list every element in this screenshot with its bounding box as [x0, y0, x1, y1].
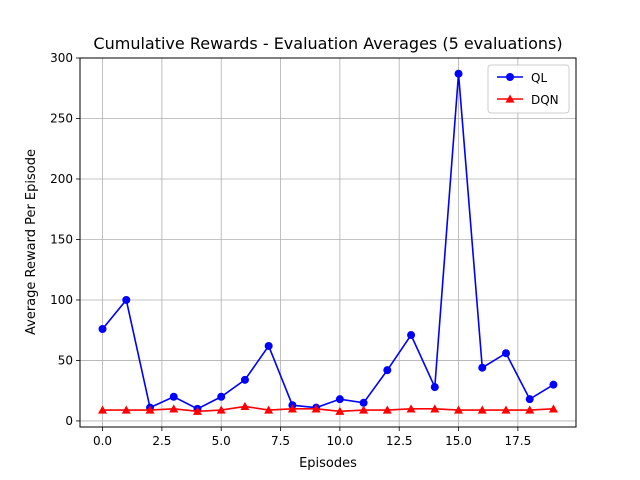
data-point-ql: [549, 380, 558, 389]
data-point-dqn: [406, 404, 416, 413]
y-axis-label: Average Reward Per Episode: [24, 149, 39, 335]
data-point-ql: [217, 392, 226, 401]
data-point-ql: [407, 331, 416, 340]
legend-label-ql: QL: [531, 71, 547, 85]
data-point-dqn: [169, 404, 179, 413]
series-layer: [98, 69, 558, 415]
data-point-dqn: [287, 404, 297, 413]
data-point-dqn: [359, 405, 369, 414]
x-tick-label: 15.0: [445, 434, 472, 448]
data-point-dqn: [454, 405, 464, 414]
data-point-ql: [430, 383, 439, 392]
x-tick-label: 7.5: [271, 434, 290, 448]
y-tick-label: 200: [50, 172, 73, 186]
data-point-ql: [98, 325, 107, 334]
series-dqn: [98, 401, 558, 415]
data-point-ql: [478, 363, 487, 372]
data-point-ql: [501, 349, 510, 358]
data-point-dqn: [335, 406, 345, 415]
data-point-dqn: [216, 405, 226, 414]
chart-title: Cumulative Rewards - Evaluation Averages…: [93, 34, 562, 53]
data-point-dqn: [382, 405, 392, 414]
legend-label-dqn: DQN: [531, 93, 559, 107]
data-point-dqn: [192, 406, 202, 415]
data-point-dqn: [477, 405, 487, 414]
data-point-ql: [359, 398, 368, 407]
data-point-dqn: [430, 404, 440, 413]
legend-marker-dqn: [505, 94, 515, 103]
x-tick-label: 2.5: [152, 434, 171, 448]
plot-frame: [79, 57, 577, 428]
data-point-dqn: [548, 404, 558, 413]
legend: QL DQN: [487, 64, 570, 114]
series-ql: [98, 69, 558, 413]
legend-marker-ql: [506, 73, 514, 81]
data-point-dqn: [501, 405, 511, 414]
y-tick-label: 100: [50, 293, 73, 307]
y-tick-label: 0: [65, 414, 73, 428]
data-point-ql: [383, 366, 392, 375]
data-point-ql: [169, 392, 178, 401]
data-point-dqn: [98, 405, 108, 414]
data-point-ql: [264, 341, 273, 350]
data-point-dqn: [311, 404, 321, 413]
y-tick-label: 150: [50, 232, 73, 246]
data-point-dqn: [121, 405, 131, 414]
series-line-ql: [101, 73, 554, 410]
y-tick-label: 300: [50, 51, 73, 65]
x-tick-label: 12.5: [386, 434, 413, 448]
x-tick-label: 0.0: [93, 434, 112, 448]
y-tick-label: 50: [58, 353, 73, 367]
data-point-dqn: [525, 405, 535, 414]
data-point-ql: [335, 395, 344, 404]
data-point-ql: [240, 375, 249, 384]
series-line-dqn: [102, 405, 554, 413]
data-point-ql: [454, 69, 463, 78]
data-point-ql: [122, 295, 131, 304]
x-tick-label: 10.0: [327, 434, 354, 448]
y-tick-label: 250: [50, 111, 73, 125]
data-point-ql: [525, 395, 534, 404]
data-point-dqn: [145, 405, 155, 414]
x-axis: 0.0 2.5 5.0 7.5 10.0 12.5 15.0 17.5: [93, 427, 531, 448]
x-tick-label: 17.5: [504, 434, 531, 448]
x-tick-label: 5.0: [212, 434, 231, 448]
x-axis-label: Episodes: [299, 456, 357, 471]
data-point-dqn: [264, 405, 274, 414]
y-axis: 0 50 100 150 200 250 300: [50, 51, 80, 428]
data-point-dqn: [240, 401, 250, 411]
